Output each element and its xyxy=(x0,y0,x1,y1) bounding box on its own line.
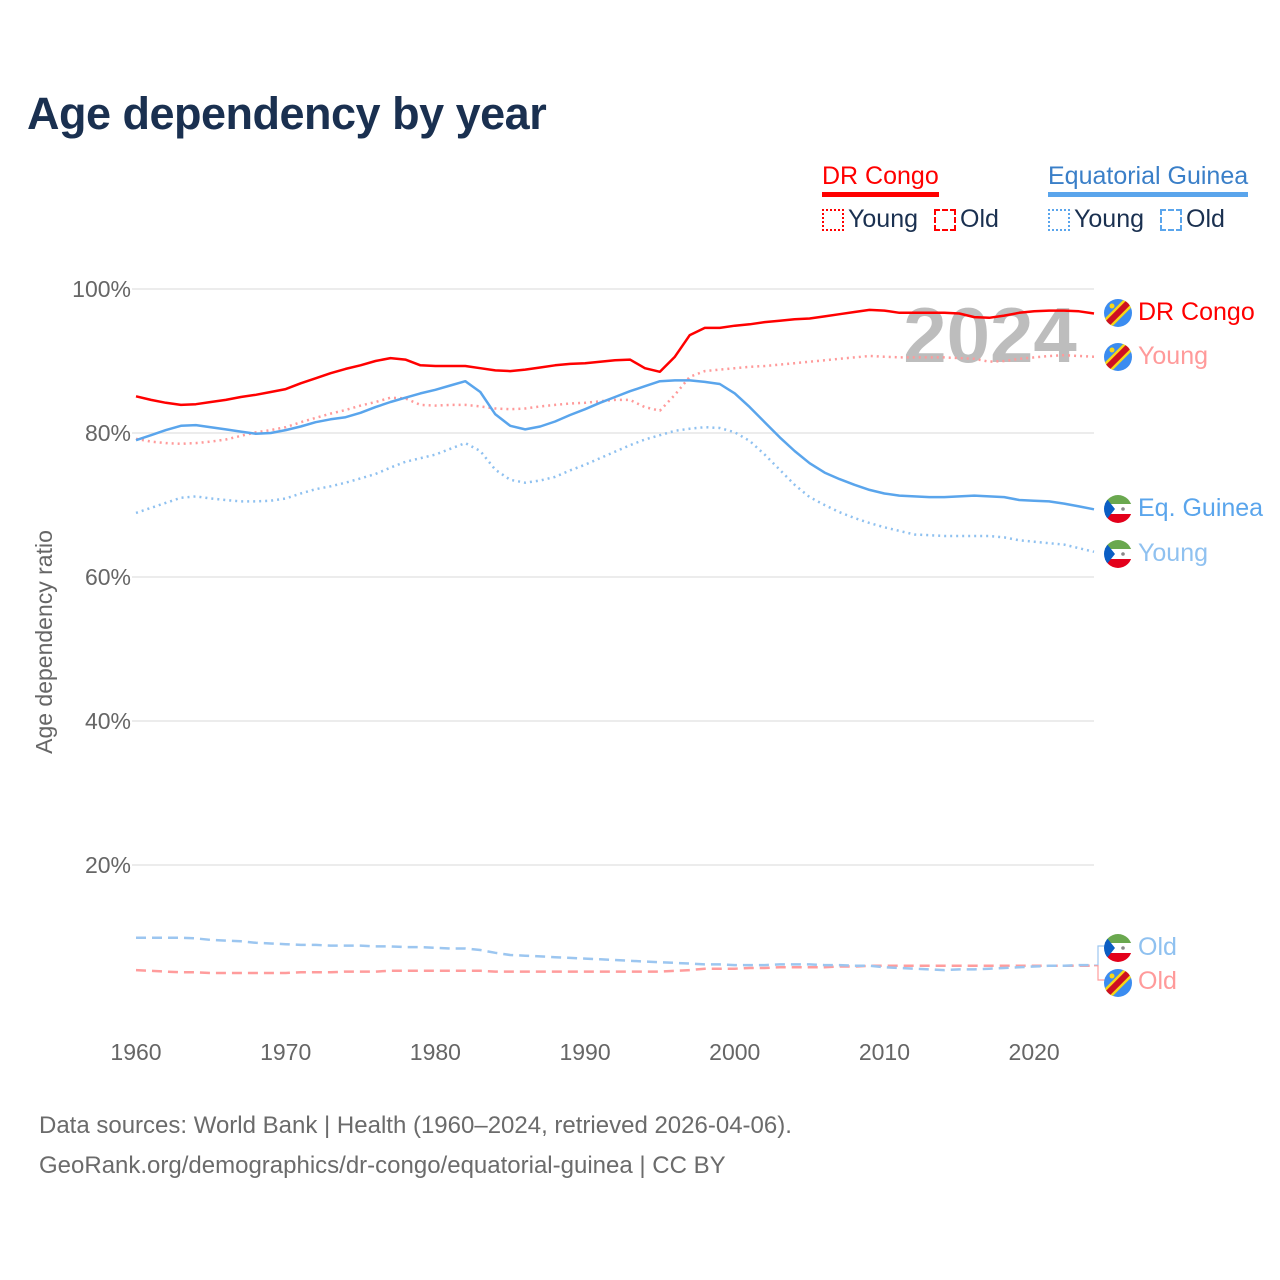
x-tick-label: 2020 xyxy=(1009,1039,1060,1065)
end-label-eqg-old: Old xyxy=(1138,933,1177,961)
footer: Data sources: World Bank | Health (1960–… xyxy=(39,1106,792,1186)
dr-congo-flag-icon xyxy=(1104,343,1132,371)
x-tick-label: 1980 xyxy=(410,1039,461,1065)
end-label-drc-old: Old xyxy=(1138,967,1177,995)
series-line-eqg_young xyxy=(135,425,1095,554)
legend-item-young[interactable]: Young xyxy=(822,205,918,234)
x-tick-label: 2000 xyxy=(709,1039,760,1065)
y-tick-label: 80% xyxy=(85,420,131,446)
end-label-drc-young: Young xyxy=(1138,342,1208,370)
dr-congo-flag-icon xyxy=(1104,969,1132,997)
legend-group-dr-congo: DR Congo Young Old xyxy=(822,162,999,234)
x-tick-label: 2010 xyxy=(859,1039,910,1065)
equatorial-guinea-flag-icon xyxy=(1104,495,1132,523)
y-tick-label: 20% xyxy=(85,852,131,878)
dashed-swatch-icon xyxy=(934,208,956,231)
series-line-drc_old xyxy=(135,964,1094,975)
leader-line xyxy=(1094,965,1106,981)
series-line-drc_total xyxy=(135,308,1095,407)
attribution-link[interactable]: GeoRank.org/demographics/dr-congo/equato… xyxy=(39,1152,726,1179)
x-tick-label: 1990 xyxy=(559,1039,610,1065)
end-label-drc-total: DR Congo xyxy=(1138,298,1255,326)
series-line-eqg_total xyxy=(135,379,1095,511)
dr-congo-flag-icon xyxy=(1104,299,1132,327)
y-tick-label: 100% xyxy=(72,276,131,302)
y-axis-label: Age dependency ratio xyxy=(31,530,57,754)
legend-label: Young xyxy=(848,205,918,233)
legend-country-equatorial-guinea[interactable]: Equatorial Guinea xyxy=(1048,162,1249,197)
series-lines xyxy=(135,308,1106,981)
legend-group-equatorial-guinea: Equatorial Guinea Young Old xyxy=(1048,162,1249,234)
y-tick-label: 60% xyxy=(85,564,131,590)
equatorial-guinea-flag-icon xyxy=(1104,540,1132,568)
equatorial-guinea-flag-icon xyxy=(1104,934,1132,962)
year-watermark: 2024 xyxy=(903,291,1077,379)
end-label-eqg-young: Young xyxy=(1138,539,1208,567)
chart-title: Age dependency by year xyxy=(27,88,547,139)
dotted-swatch-icon xyxy=(1048,208,1070,231)
series-line-drc_young xyxy=(135,353,1095,446)
x-tick-label: 1960 xyxy=(110,1039,161,1065)
end-label-eqg-total: Eq. Guinea xyxy=(1138,494,1263,522)
gridlines: 20% 40% 60% 80% 100% 1960 1970 1980 1990 2000 2010… xyxy=(72,276,1094,1065)
legend-label: Old xyxy=(1186,205,1225,233)
legend-label: Old xyxy=(960,205,999,233)
end-labels: DR Congo Young Eq. Guinea Young Old Old xyxy=(1138,298,1263,995)
legend-item-young[interactable]: Young xyxy=(1048,205,1144,234)
legend-label: Young xyxy=(1074,205,1144,233)
legend-item-old[interactable]: Old xyxy=(1160,205,1225,234)
leader-line xyxy=(1094,945,1106,966)
data-source-text: Data sources: World Bank | Health (1960–… xyxy=(39,1112,792,1139)
dashed-swatch-icon xyxy=(1160,208,1182,231)
x-tick-label: 1970 xyxy=(260,1039,311,1065)
legend-country-dr-congo[interactable]: DR Congo xyxy=(822,162,939,197)
legend-item-old[interactable]: Old xyxy=(934,205,999,234)
series-line-eqg_old xyxy=(136,936,1094,972)
dotted-swatch-icon xyxy=(822,208,844,231)
y-tick-label: 40% xyxy=(85,708,131,734)
